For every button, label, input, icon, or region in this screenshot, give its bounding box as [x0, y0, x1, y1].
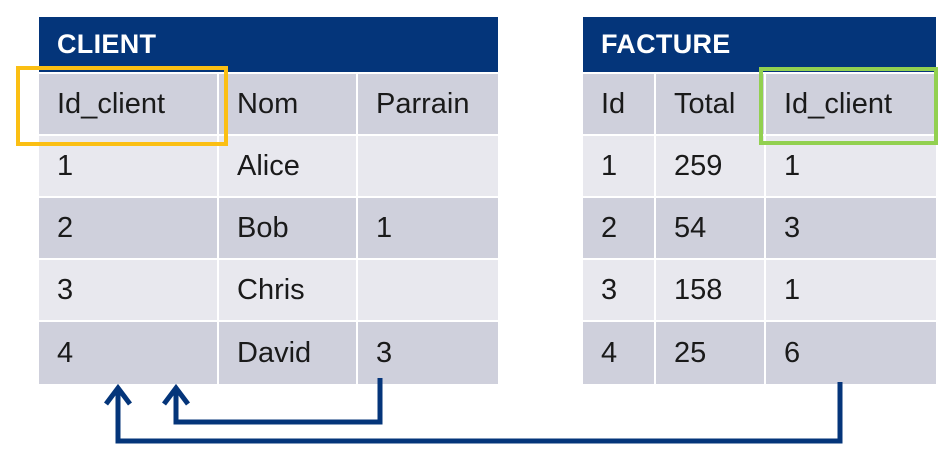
facture-table-title: FACTURE	[583, 17, 936, 74]
table-row: 3 Chris	[39, 260, 499, 322]
cell-nom: David	[219, 322, 358, 384]
client-table-title: CLIENT	[39, 17, 499, 74]
cell-total: 259	[656, 136, 766, 198]
column-header-total: Total	[656, 74, 766, 136]
column-header-id-client: Id_client	[39, 74, 219, 136]
cell-id-client: 1	[766, 260, 936, 322]
column-header-id: Id	[583, 74, 656, 136]
table-row: 4 25 6	[583, 322, 936, 384]
cell-total: 158	[656, 260, 766, 322]
column-header-id-client: Id_client	[766, 74, 936, 136]
facture-client-arrowhead-icon	[104, 383, 132, 406]
table-header-row: Id_client Nom Parrain	[39, 74, 499, 136]
cell-id-client: 3	[39, 260, 219, 322]
table-row: 1 259 1	[583, 136, 936, 198]
cell-nom: Bob	[219, 198, 358, 260]
facture-table: FACTURE Id Total Id_client 1 259 1 2 54 …	[583, 17, 936, 384]
table-row: 3 158 1	[583, 260, 936, 322]
cell-id: 4	[583, 322, 656, 384]
cell-id-client: 1	[766, 136, 936, 198]
cell-id: 1	[583, 136, 656, 198]
parrain-arrowhead-icon	[162, 383, 190, 406]
client-table: CLIENT Id_client Nom Parrain 1 Alice 2 B…	[39, 17, 499, 384]
cell-parrain	[358, 260, 499, 322]
column-header-nom: Nom	[219, 74, 358, 136]
cell-parrain	[358, 136, 499, 198]
cell-id-client: 6	[766, 322, 936, 384]
cell-total: 54	[656, 198, 766, 260]
table-row: 1 Alice	[39, 136, 499, 198]
table-row: 4 David 3	[39, 322, 499, 384]
facture-client-reference-arrow	[115, 382, 843, 444]
table-header-row: Id Total Id_client	[583, 74, 936, 136]
cell-nom: Chris	[219, 260, 358, 322]
table-row: 2 Bob 1	[39, 198, 499, 260]
parrain-reference-arrow	[173, 378, 383, 425]
cell-id-client: 3	[766, 198, 936, 260]
cell-id: 2	[583, 198, 656, 260]
cell-parrain: 1	[358, 198, 499, 260]
cell-id-client: 2	[39, 198, 219, 260]
cell-nom: Alice	[219, 136, 358, 198]
column-header-parrain: Parrain	[358, 74, 499, 136]
table-row: 2 54 3	[583, 198, 936, 260]
cell-parrain: 3	[358, 322, 499, 384]
cell-id: 3	[583, 260, 656, 322]
cell-id-client: 4	[39, 322, 219, 384]
cell-id-client: 1	[39, 136, 219, 198]
cell-total: 25	[656, 322, 766, 384]
